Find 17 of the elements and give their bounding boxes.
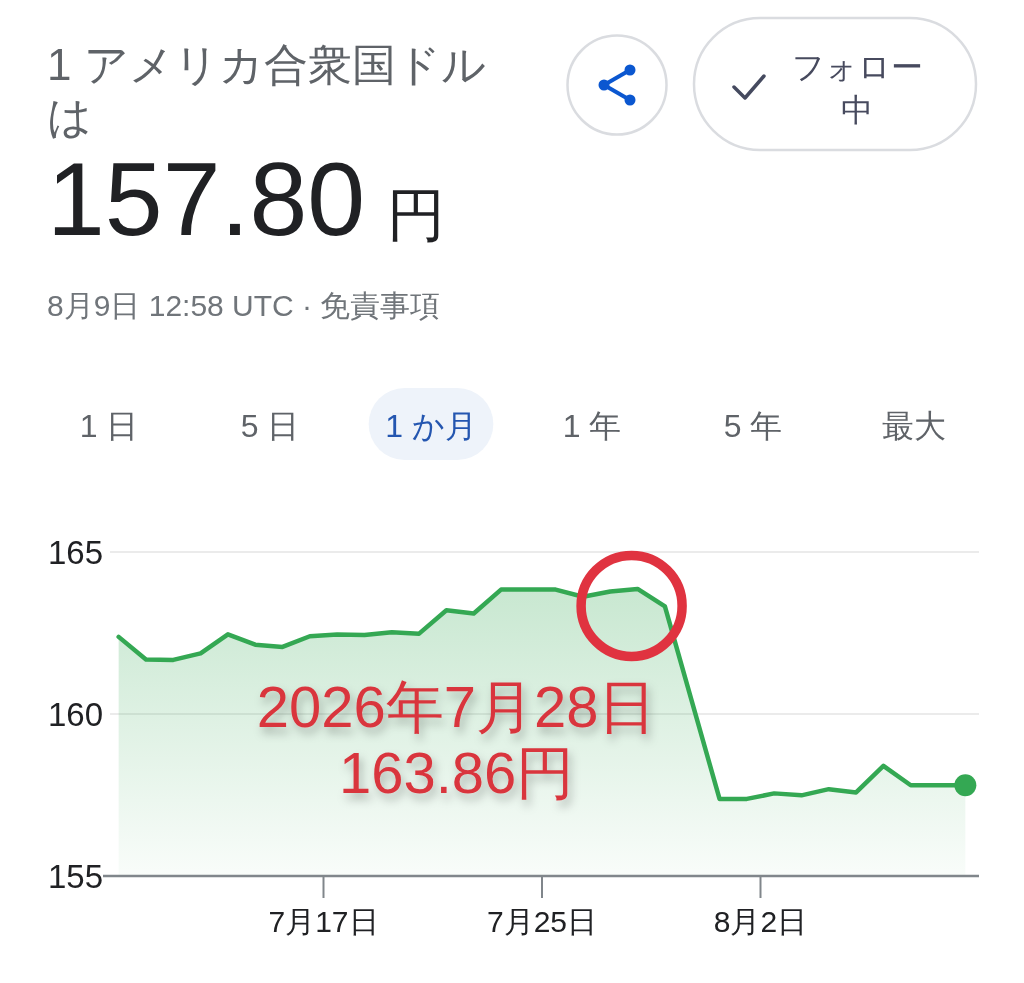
text: フォロー中 [791,49,923,128]
y-tick-label: 165 [47,534,103,571]
text: 5 年 [723,408,783,444]
x-tick-label: 8月2日 [713,905,808,938]
text: 1 日 [79,408,139,444]
text: 5 日 [240,408,300,444]
annotation: 2026年7月28日163.86円 [256,673,657,805]
text: 1 年 [562,408,622,444]
chart-subtitle: 157.80 円 [47,141,446,257]
text: 最大 [882,408,946,444]
chart-title: 1 アメリカ合衆国ドルは [47,40,486,141]
x-tick-label: 7月17日 [268,905,379,938]
x-tick-label: 7月25日 [486,905,598,938]
text: 1 か月 [385,408,477,444]
y-tick-label: 155 [47,858,103,895]
text: 8月9日 12:58 UTC · 免責事項 [47,289,441,322]
y-tick-label: 160 [47,696,103,733]
